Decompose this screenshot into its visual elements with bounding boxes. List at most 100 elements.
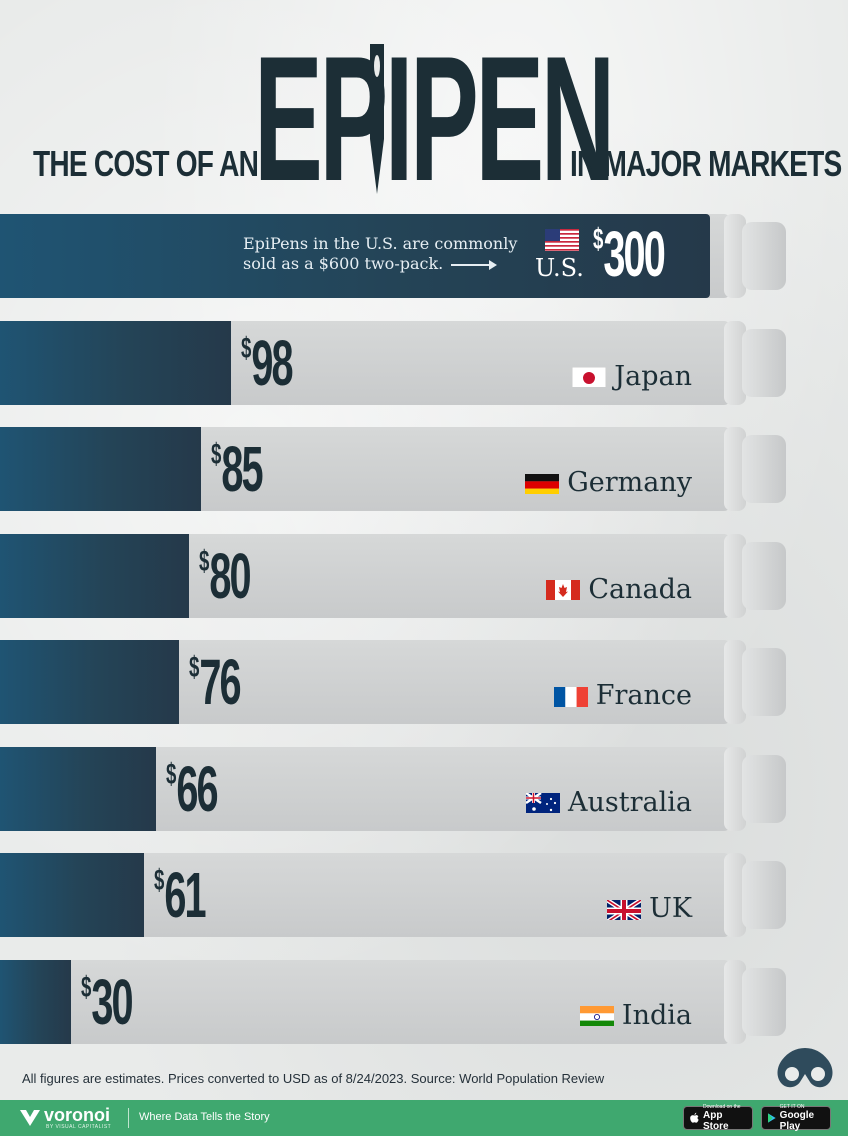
bar-value-label: $80 xyxy=(199,544,252,608)
bar-row-france: $76 France xyxy=(0,640,848,730)
title-product: EPIPEN xyxy=(254,19,615,218)
bar-value-label: $61 xyxy=(154,863,207,927)
currency-symbol: $ xyxy=(154,864,165,897)
us-annotation: EpiPens in the U.S. are commonly sold as … xyxy=(243,234,517,274)
pen-cap-ring xyxy=(724,959,746,1044)
country-label-group: France xyxy=(553,680,692,711)
bar-row-uk: $61 UK xyxy=(0,853,848,943)
title-suffix: IN MAJOR MARKETS xyxy=(570,143,842,184)
pen-cap-ring xyxy=(724,640,746,724)
bar xyxy=(0,746,156,831)
country-label: Germany xyxy=(567,467,692,498)
value-number: 76 xyxy=(199,646,241,718)
gplay-text: Google Play xyxy=(779,1110,815,1132)
google-play-icon xyxy=(768,1113,776,1123)
bar-row-australia: $66 Australia xyxy=(0,746,848,837)
country-label-group: Germany xyxy=(525,467,692,498)
bar-value-label: $66 xyxy=(166,757,219,821)
needle-icon xyxy=(370,44,384,194)
us-flag-icon xyxy=(545,229,579,251)
bar xyxy=(0,427,201,511)
bar xyxy=(0,214,710,298)
currency-symbol: $ xyxy=(199,544,210,578)
bar-value-label: $76 xyxy=(189,650,242,714)
currency-symbol: $ xyxy=(241,331,252,365)
bar xyxy=(0,320,231,405)
pen-cap xyxy=(742,541,786,610)
pen-cap xyxy=(742,648,786,716)
country-label: Japan xyxy=(614,360,692,392)
value-number: 98 xyxy=(251,326,293,399)
currency-symbol: $ xyxy=(593,223,604,256)
pen-cap xyxy=(742,967,786,1036)
appstore-small-text: Download on the xyxy=(703,1104,741,1110)
pen-body xyxy=(0,959,730,1044)
country-label-group: Australia xyxy=(526,787,692,818)
japan-flag-icon xyxy=(572,365,607,387)
pen-cap xyxy=(742,861,786,929)
pen-cap-ring xyxy=(724,214,746,298)
country-label: France xyxy=(595,680,692,711)
country-label: Canada xyxy=(588,573,692,605)
pen-cap xyxy=(742,754,786,823)
source-note: All figures are estimates. Prices conver… xyxy=(22,1071,605,1086)
bar-value-label: $98 xyxy=(241,331,294,395)
bar-value-label: $30 xyxy=(81,970,134,1034)
bar xyxy=(0,533,189,618)
bar xyxy=(0,853,144,937)
tagline: Where Data Tells the Story xyxy=(139,1111,270,1123)
brand-name[interactable]: voronoi xyxy=(44,1105,110,1125)
annotation-line-1: EpiPens in the U.S. are commonly xyxy=(243,234,518,253)
gplay-small-text: GET IT ON xyxy=(779,1104,805,1110)
footer-divider xyxy=(128,1108,129,1128)
country-label-group: India xyxy=(579,999,692,1031)
currency-symbol: $ xyxy=(81,970,92,1004)
canada-flag-icon xyxy=(546,578,581,600)
pen-cap xyxy=(742,435,786,503)
country-label: Australia xyxy=(568,786,692,818)
australia-flag-icon xyxy=(526,791,561,813)
uk-flag-icon xyxy=(607,897,642,920)
chart-title: THE COST OF AN EPIPEN IN MAJOR MARKETS xyxy=(0,0,848,218)
country-label: India xyxy=(621,999,692,1031)
arrow-right-icon xyxy=(451,259,498,270)
currency-symbol: $ xyxy=(189,651,200,684)
bar-row-canada: $80 Canada xyxy=(0,533,848,624)
currency-symbol: $ xyxy=(166,757,177,791)
bar xyxy=(0,640,179,724)
brand-subtitle: BY VISUAL CAPITALIST xyxy=(46,1124,112,1130)
pen-cap-ring xyxy=(724,853,746,937)
germany-flag-icon xyxy=(525,472,560,494)
bar-row-india: $30 India xyxy=(0,959,848,1050)
bar-row-japan: $98 Japan xyxy=(0,320,848,411)
pen-cap-ring xyxy=(724,427,746,511)
annotation-line-2: sold as a $600 two-pack. xyxy=(243,254,517,274)
pen-cap-ring xyxy=(724,746,746,831)
value-number: 85 xyxy=(221,433,263,505)
bar-row-us: $300 EpiPens in the U.S. are commonly sold… xyxy=(0,214,848,304)
value-number: 30 xyxy=(91,965,133,1038)
value-number: 300 xyxy=(603,218,665,290)
footer-bar: voronoi BY VISUAL CAPITALIST Where Data … xyxy=(0,1100,848,1136)
binoculars-logo-icon xyxy=(777,1048,833,1088)
voronoi-logo-icon[interactable] xyxy=(18,1106,42,1128)
country-label-group: Canada xyxy=(546,574,692,605)
bar-value-label: $85 xyxy=(211,437,264,501)
pen-cap-ring xyxy=(724,533,746,618)
value-number: 80 xyxy=(209,539,251,612)
app-store-button[interactable]: Download on the App Store xyxy=(683,1104,753,1132)
country-label-group: UK xyxy=(607,893,692,924)
title-prefix: THE COST OF AN xyxy=(33,143,259,184)
appstore-text: App Store xyxy=(703,1110,729,1132)
pen-cap-ring xyxy=(724,320,746,405)
country-label: UK xyxy=(649,893,692,924)
country-label-group: Japan xyxy=(572,361,692,392)
india-flag-icon xyxy=(579,1004,614,1026)
currency-symbol: $ xyxy=(211,438,222,471)
pen-cap xyxy=(742,222,786,290)
value-number: 61 xyxy=(164,859,206,931)
value-number: 66 xyxy=(176,752,218,825)
google-play-button[interactable]: GET IT ON Google Play xyxy=(761,1104,831,1132)
pen-cap xyxy=(742,328,786,397)
bar-value-label: $300 xyxy=(593,222,666,286)
